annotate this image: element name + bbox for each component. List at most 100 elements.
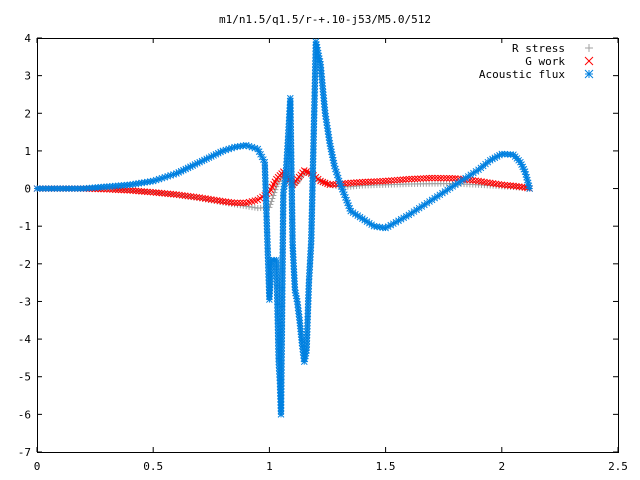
data-point <box>228 144 235 152</box>
data-point <box>279 239 287 247</box>
data-point <box>308 222 315 229</box>
legend-label: G work <box>525 55 565 68</box>
data-point <box>279 220 287 228</box>
data-point <box>138 188 145 195</box>
data-point <box>512 182 520 190</box>
data-point <box>437 174 445 182</box>
data-point <box>290 268 298 276</box>
data-point <box>279 252 287 260</box>
data-point <box>260 156 267 163</box>
data-point <box>472 177 480 185</box>
data-point <box>414 175 421 183</box>
data-point <box>310 142 317 150</box>
data-point <box>353 179 360 186</box>
axis-ticks: 0 0.5 1 1.5 2 2.5 -7 -6 -5 -4 -3 -2 -1 0 1 2 3 4 <box>18 32 628 473</box>
data-point <box>428 174 436 182</box>
data-point <box>309 155 317 163</box>
data-point <box>277 404 285 412</box>
data-point <box>268 198 275 205</box>
data-point <box>279 233 287 241</box>
data-point <box>359 178 366 186</box>
y-tick-label: -2 <box>18 258 31 271</box>
data-point <box>173 191 180 198</box>
data-point <box>393 176 401 184</box>
y-tick-label: 3 <box>24 70 31 83</box>
data-point <box>277 391 285 399</box>
data-point <box>278 338 286 345</box>
data-point <box>278 299 286 307</box>
data-point <box>319 178 327 186</box>
data-point <box>356 178 363 186</box>
data-point <box>170 190 177 198</box>
legend-marker <box>585 44 593 52</box>
data-point <box>271 189 278 196</box>
data-point <box>431 174 439 182</box>
data-point <box>278 350 286 358</box>
data-point <box>278 357 285 364</box>
series-acoustic-flux <box>33 38 534 418</box>
data-point <box>181 192 189 200</box>
data-point <box>379 177 387 185</box>
data-point <box>402 176 410 183</box>
data-point <box>304 313 312 320</box>
data-point <box>405 175 413 183</box>
data-point <box>287 126 295 134</box>
data-point <box>364 178 372 186</box>
data-point <box>309 171 317 179</box>
data-point <box>304 319 311 327</box>
data-point <box>273 256 280 264</box>
data-point <box>234 199 241 207</box>
data-point <box>308 203 316 210</box>
data-point <box>320 100 328 108</box>
data-point <box>307 237 315 245</box>
plot-frame <box>37 38 619 453</box>
data-point <box>152 189 160 196</box>
data-point <box>279 277 286 285</box>
data-point <box>304 297 312 305</box>
data-point <box>507 182 514 189</box>
data-point <box>273 272 281 280</box>
y-tick-label: -1 <box>18 220 31 233</box>
data-point <box>287 129 295 137</box>
y-tick-label: 2 <box>24 107 31 120</box>
data-point <box>449 174 456 182</box>
data-point <box>295 307 302 315</box>
data-point <box>277 398 285 406</box>
data-point <box>267 265 275 273</box>
chart-title: m1/n1.5/q1.5/r-+.10-j53/M5.0/512 <box>219 13 431 26</box>
x-tick-label: 1 <box>266 460 273 473</box>
data-point <box>288 219 296 227</box>
data-point <box>350 179 357 187</box>
data-point <box>387 221 395 229</box>
y-tick-label: -4 <box>18 333 32 346</box>
data-point <box>289 241 296 249</box>
data-point <box>288 203 296 211</box>
data-point <box>126 187 134 194</box>
data-point <box>288 174 295 182</box>
x-tick-label: 1.5 <box>376 460 396 473</box>
data-point <box>167 190 174 198</box>
x-tick-label: 2.5 <box>608 460 628 473</box>
data-point <box>408 175 416 183</box>
data-point <box>289 253 297 261</box>
data-point <box>422 174 430 182</box>
data-point <box>222 198 230 206</box>
data-point <box>164 190 172 198</box>
data-point <box>344 179 352 187</box>
x-tick-label: 2 <box>498 460 505 473</box>
data-point <box>291 277 298 285</box>
data-point <box>451 175 459 182</box>
data-point <box>287 142 295 150</box>
y-tick-label: 0 <box>24 183 31 196</box>
data-point <box>277 395 285 402</box>
data-point <box>175 191 183 199</box>
data-point <box>411 175 419 183</box>
data-point <box>270 192 277 199</box>
data-point <box>239 199 247 207</box>
data-point <box>178 191 186 199</box>
data-point <box>388 177 395 184</box>
data-point <box>310 130 318 137</box>
data-point <box>440 174 448 182</box>
